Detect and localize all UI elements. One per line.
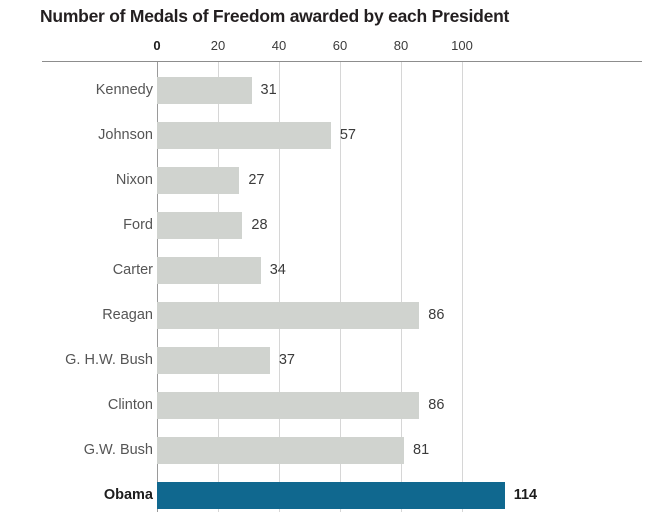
bar-category-label: Obama	[103, 487, 153, 503]
bar	[157, 482, 505, 509]
bar	[157, 212, 243, 239]
bar-value-label: 81	[413, 442, 430, 458]
bar-category-label: Carter	[112, 262, 153, 278]
x-tick-label: 60	[332, 38, 348, 53]
bar-row: Nixon 27	[42, 158, 642, 203]
bar-row: Clinton 86	[42, 383, 642, 428]
x-tick-label: 0	[153, 38, 161, 53]
bar-value-label: 27	[248, 172, 265, 188]
bar	[157, 167, 240, 194]
bar-value-label: 37	[278, 352, 295, 368]
bar-value-label: 31	[260, 82, 277, 98]
bar-value-label: 28	[251, 217, 268, 233]
bar-value-label: 86	[428, 307, 445, 323]
gridline	[340, 62, 341, 512]
bar-category-label: Reagan	[102, 307, 153, 323]
gridline	[462, 62, 463, 512]
bar	[157, 257, 261, 284]
gridline	[218, 62, 219, 512]
plot-area: Kennedy 31 Johnson 57 Nixon 27 Ford 28 Carter 34 R…	[42, 62, 642, 512]
x-tick-label: 40	[271, 38, 287, 53]
bar-value-label: 114	[513, 487, 538, 503]
axis-top-rule	[42, 61, 642, 62]
bar-category-label: Clinton	[107, 397, 153, 413]
bar-value-label: 57	[339, 127, 356, 143]
bar-row: G. H.W. Bush 37	[42, 338, 642, 383]
bar-category-label: G. H.W. Bush	[65, 352, 153, 368]
bar-category-label: Johnson	[98, 127, 153, 143]
bar	[157, 392, 420, 419]
bar-value-label: 86	[428, 397, 445, 413]
bar	[157, 122, 331, 149]
gridline	[279, 62, 280, 512]
bar-row: G.W. Bush 81	[42, 428, 642, 473]
bar-category-label: Kennedy	[95, 82, 153, 98]
bar-category-label: Ford	[123, 217, 153, 233]
bar-row: Carter 34	[42, 248, 642, 293]
x-tick-label: 100	[451, 38, 473, 53]
bar	[157, 302, 420, 329]
bar	[157, 347, 270, 374]
gridline	[157, 62, 158, 512]
bar-row: Johnson 57	[42, 113, 642, 158]
bar-row: Kennedy 31	[42, 68, 642, 113]
x-tick-label: 80	[393, 38, 409, 53]
x-axis-tick-labels: 0 20 40 60 80 100	[0, 0, 656, 60]
bar-row: Reagan 86	[42, 293, 642, 338]
bar	[157, 437, 405, 464]
bar-row: Ford 28	[42, 203, 642, 248]
x-tick-label: 20	[210, 38, 226, 53]
bar-row: Obama 114	[42, 473, 642, 518]
chart-title: Number of Medals of Freedom awarded by e…	[40, 6, 510, 26]
bar	[157, 77, 252, 104]
bar-category-label: Nixon	[115, 172, 153, 188]
gridline	[401, 62, 402, 512]
bar-category-label: G.W. Bush	[83, 442, 153, 458]
bar-value-label: 34	[269, 262, 286, 278]
